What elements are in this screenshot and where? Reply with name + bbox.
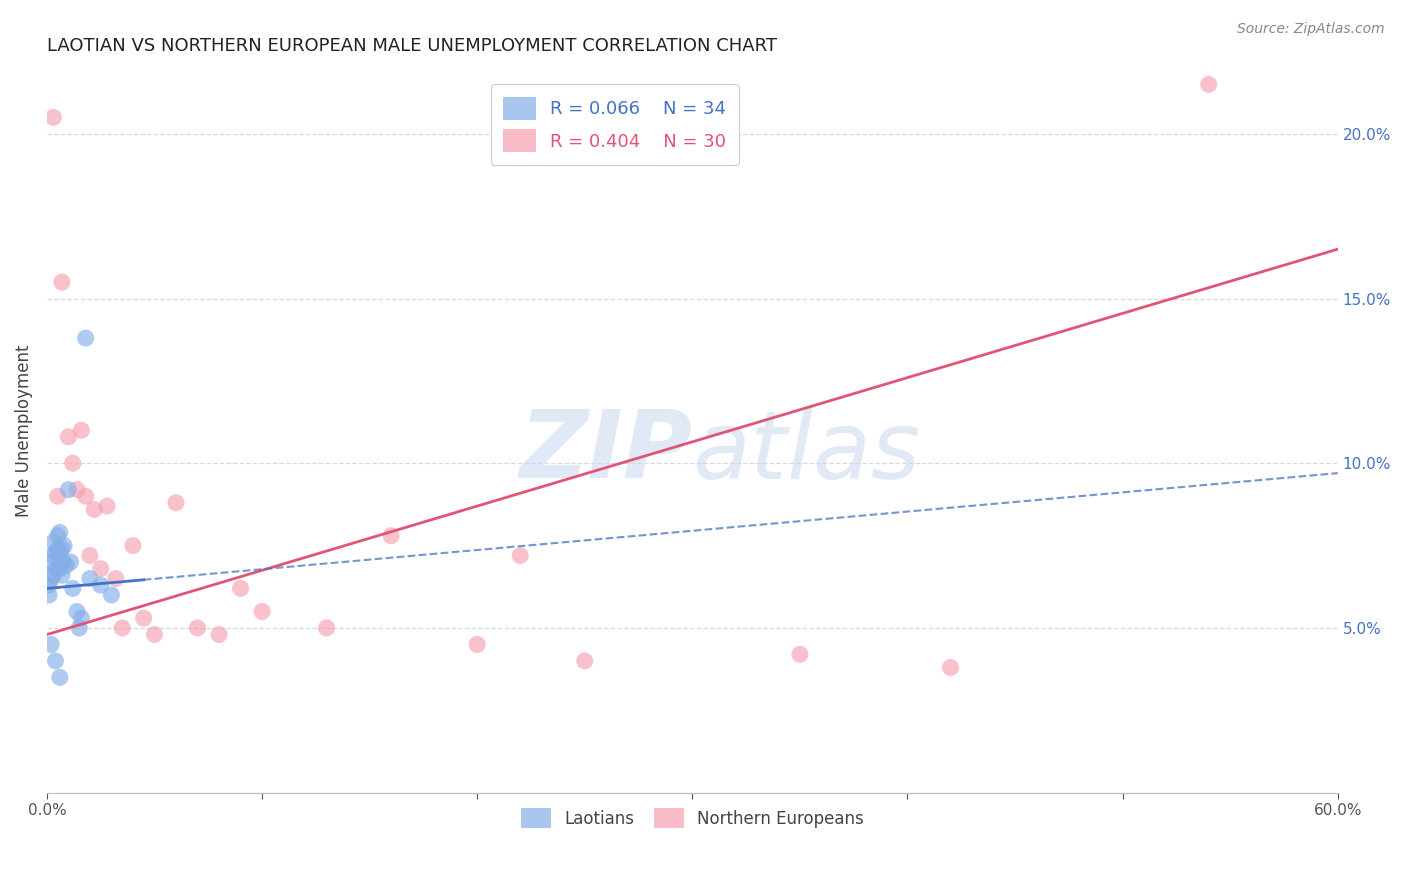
Point <box>111 621 134 635</box>
Point <box>62 582 84 596</box>
Point <box>104 572 127 586</box>
Point <box>250 605 273 619</box>
Point <box>49 562 72 576</box>
Point <box>55 558 77 573</box>
Point <box>90 562 112 576</box>
Point <box>51 568 73 582</box>
Point <box>46 489 69 503</box>
Point <box>66 483 89 497</box>
Point <box>59 555 82 569</box>
Point <box>53 555 76 569</box>
Point <box>42 549 65 563</box>
Point <box>315 621 337 635</box>
Point <box>44 562 66 576</box>
Point <box>465 637 488 651</box>
Point <box>79 549 101 563</box>
Point <box>509 549 531 563</box>
Point <box>38 588 60 602</box>
Point <box>58 430 80 444</box>
Point <box>75 489 97 503</box>
Point <box>939 660 962 674</box>
Point <box>574 654 596 668</box>
Point <box>42 111 65 125</box>
Point <box>70 611 93 625</box>
Point <box>66 605 89 619</box>
Text: atlas: atlas <box>692 407 921 498</box>
Point <box>39 572 62 586</box>
Point <box>42 568 65 582</box>
Point <box>186 621 208 635</box>
Point <box>49 670 72 684</box>
Point <box>46 529 69 543</box>
Point <box>143 627 166 641</box>
Point <box>38 578 60 592</box>
Point <box>58 483 80 497</box>
Y-axis label: Male Unemployment: Male Unemployment <box>15 344 32 516</box>
Point <box>229 582 252 596</box>
Point <box>62 456 84 470</box>
Point <box>44 545 66 559</box>
Text: LAOTIAN VS NORTHERN EUROPEAN MALE UNEMPLOYMENT CORRELATION CHART: LAOTIAN VS NORTHERN EUROPEAN MALE UNEMPL… <box>46 37 778 55</box>
Text: ZIP: ZIP <box>519 406 692 498</box>
Point <box>79 572 101 586</box>
Legend: Laotians, Northern Europeans: Laotians, Northern Europeans <box>515 801 870 835</box>
Point <box>90 578 112 592</box>
Point <box>208 627 231 641</box>
Point <box>789 648 811 662</box>
Point <box>380 529 402 543</box>
Point <box>46 562 69 576</box>
Point <box>49 545 72 559</box>
Point <box>83 502 105 516</box>
Point <box>49 525 72 540</box>
Point <box>100 588 122 602</box>
Point <box>39 555 62 569</box>
Point <box>1198 78 1220 92</box>
Point <box>96 499 118 513</box>
Point <box>70 423 93 437</box>
Point <box>51 555 73 569</box>
Point <box>122 539 145 553</box>
Point <box>44 654 66 668</box>
Point <box>39 637 62 651</box>
Point <box>165 496 187 510</box>
Point <box>53 539 76 553</box>
Text: Source: ZipAtlas.com: Source: ZipAtlas.com <box>1237 22 1385 37</box>
Point <box>51 275 73 289</box>
Point <box>51 541 73 556</box>
Point <box>42 535 65 549</box>
Point <box>46 541 69 556</box>
Point <box>75 331 97 345</box>
Point <box>67 621 90 635</box>
Point <box>132 611 155 625</box>
